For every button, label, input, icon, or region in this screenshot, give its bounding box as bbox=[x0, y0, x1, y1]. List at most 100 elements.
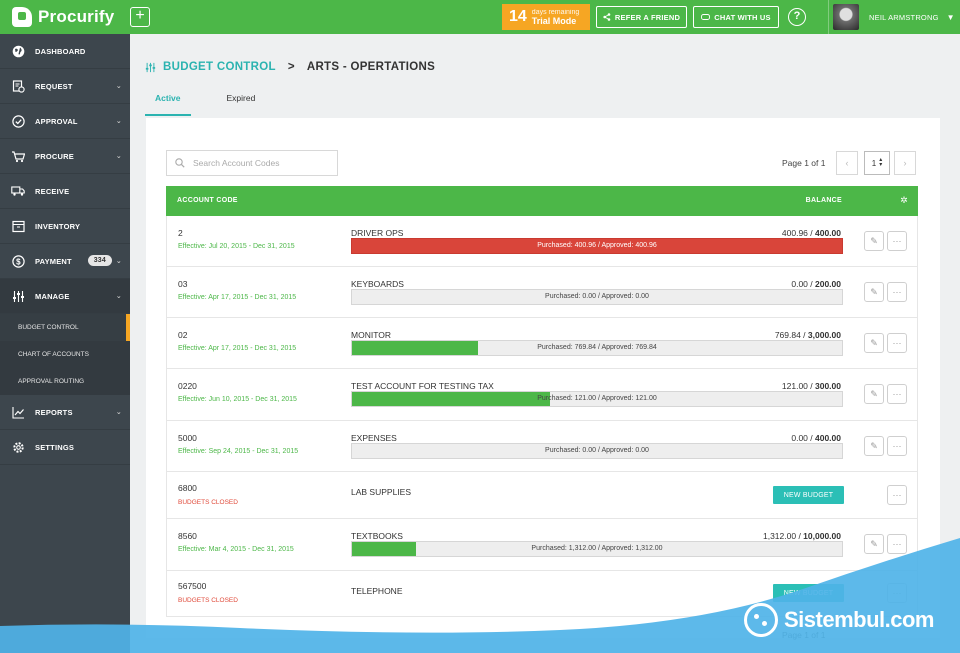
tab-active[interactable]: Active bbox=[145, 89, 191, 116]
balance-separator: / bbox=[807, 433, 815, 443]
edit-button[interactable]: ✎ bbox=[864, 333, 884, 353]
trial-badge[interactable]: 14 days remaining Trial Mode bbox=[502, 4, 590, 30]
chevron-down-icon: ⌄ bbox=[115, 258, 122, 265]
sidebar-item-dashboard[interactable]: DASHBOARD bbox=[0, 34, 130, 69]
budget-progress-text: Purchased: 0.00 / Approved: 0.00 bbox=[545, 293, 649, 300]
edit-button[interactable]: ✎ bbox=[864, 231, 884, 251]
breadcrumb: BUDGET CONTROL > ARTS - OPERTATIONS bbox=[145, 61, 435, 73]
more-button[interactable]: ··· bbox=[887, 384, 907, 404]
gear-icon bbox=[11, 440, 25, 454]
sidebar-item-request[interactable]: REQUEST ⌄ bbox=[0, 69, 130, 104]
more-icon: ··· bbox=[892, 588, 902, 598]
sidebar-item-receive[interactable]: RECEIVE bbox=[0, 174, 130, 209]
updown-icon: ▴ ▾ bbox=[879, 157, 883, 168]
sidebar-item-inventory[interactable]: INVENTORY bbox=[0, 209, 130, 244]
more-button[interactable]: ··· bbox=[887, 333, 907, 353]
new-budget-button[interactable]: NEW BUDGET bbox=[773, 486, 844, 504]
chevron-right-icon: › bbox=[903, 158, 907, 168]
budget-progress-bar: Purchased: 400.96 / Approved: 400.96 bbox=[351, 238, 843, 254]
account-name: TEST ACCOUNT FOR TESTING TAX bbox=[351, 381, 494, 391]
user-menu[interactable]: NEIL ARMSTRONG ▼ bbox=[828, 0, 960, 34]
balance-separator: / bbox=[800, 330, 808, 340]
balance-separator: / bbox=[796, 531, 804, 541]
next-page-button[interactable]: › bbox=[894, 151, 916, 175]
refer-friend-label: REFER A FRIEND bbox=[614, 12, 681, 22]
search-placeholder: Search Account Codes bbox=[193, 158, 280, 168]
sidebar-item-label: REPORTS bbox=[35, 407, 73, 417]
sidebar-item-procure[interactable]: PROCURE ⌄ bbox=[0, 139, 130, 174]
account-code: 03 bbox=[178, 279, 188, 289]
prev-page-button[interactable]: ‹ bbox=[836, 151, 858, 175]
cart-icon bbox=[11, 149, 25, 163]
page-select-value: 1 bbox=[871, 158, 877, 168]
account-name: DRIVER OPS bbox=[351, 228, 404, 238]
pencil-icon: ✎ bbox=[870, 538, 878, 549]
more-button[interactable]: ··· bbox=[887, 485, 907, 505]
brand-logo[interactable]: Procurify bbox=[0, 7, 130, 27]
sidebar-subitem-approval-routing[interactable]: APPROVAL ROUTING bbox=[0, 368, 130, 395]
budget-progress-bar: Purchased: 0.00 / Approved: 0.00 bbox=[351, 289, 843, 305]
sidebar-item-label: REQUEST bbox=[35, 81, 73, 91]
budget-progress-text: Purchased: 1,312.00 / Approved: 1,312.00 bbox=[531, 545, 663, 552]
balance-spent: 0.00 bbox=[791, 433, 808, 443]
procurify-logo-icon bbox=[12, 7, 32, 27]
chevron-down-icon: ⌄ bbox=[115, 83, 122, 90]
balance-amount: 400.96 / 400.00 bbox=[782, 228, 841, 238]
chat-button[interactable]: CHAT WITH US bbox=[693, 6, 779, 28]
edit-button[interactable]: ✎ bbox=[864, 384, 884, 404]
add-button[interactable]: + bbox=[130, 7, 150, 27]
account-name: MONITOR bbox=[351, 330, 391, 340]
account-code: 5000 bbox=[178, 433, 197, 443]
brand-name: Procurify bbox=[38, 7, 115, 26]
table-row: 02 Effective: Apr 17, 2015 - Dec 31, 201… bbox=[166, 318, 918, 369]
table-row: 5000 Effective: Sep 24, 2015 - Dec 31, 2… bbox=[166, 421, 918, 472]
more-button[interactable]: ··· bbox=[887, 583, 907, 603]
tab-expired[interactable]: Expired bbox=[226, 93, 256, 103]
share-icon bbox=[603, 13, 611, 21]
edit-button[interactable]: ✎ bbox=[864, 282, 884, 302]
pencil-icon: ✎ bbox=[870, 440, 878, 451]
sidebar-item-manage[interactable]: MANAGE ⌄ bbox=[0, 279, 130, 314]
search-input[interactable]: Search Account Codes bbox=[166, 150, 338, 176]
gear-icon[interactable]: ✲ bbox=[900, 195, 908, 205]
sidebar-subitem-budget-control[interactable]: BUDGET CONTROL bbox=[0, 314, 130, 341]
sidebar-subitem-chart-of-accounts[interactable]: CHART OF ACCOUNTS bbox=[0, 341, 130, 368]
edit-button[interactable]: ✎ bbox=[864, 534, 884, 554]
refer-friend-button[interactable]: REFER A FRIEND bbox=[596, 6, 687, 28]
balance-spent: 121.00 bbox=[781, 381, 808, 391]
box-icon bbox=[11, 219, 25, 233]
more-icon: ··· bbox=[892, 539, 902, 549]
more-button[interactable]: ··· bbox=[887, 534, 907, 554]
edit-button[interactable]: ✎ bbox=[864, 436, 884, 456]
account-name: EXPENSES bbox=[351, 433, 397, 443]
budget-progress-text: Purchased: 0.00 / Approved: 0.00 bbox=[545, 447, 649, 454]
sidebar-item-settings[interactable]: SETTINGS bbox=[0, 430, 130, 465]
sidebar-item-payment[interactable]: $ PAYMENT 334 ⌄ bbox=[0, 244, 130, 279]
page-select[interactable]: 1 ▴ ▾ bbox=[864, 151, 890, 175]
more-button[interactable]: ··· bbox=[887, 282, 907, 302]
balance-amount: 769.84 / 3,000.00 bbox=[775, 330, 841, 340]
budget-status: BUDGETS CLOSED bbox=[178, 597, 238, 604]
top-bar: Procurify + 14 days remaining Trial Mode… bbox=[0, 0, 960, 34]
table-row: 6800 BUDGETS CLOSED LAB SUPPLIES NEW BUD… bbox=[166, 472, 918, 519]
help-icon[interactable]: ? bbox=[788, 8, 806, 26]
watermark-logo-icon bbox=[744, 603, 778, 637]
sidebar-item-reports[interactable]: REPORTS ⌄ bbox=[0, 395, 130, 430]
sidebar-item-approval[interactable]: APPROVAL ⌄ bbox=[0, 104, 130, 139]
more-button[interactable]: ··· bbox=[887, 436, 907, 456]
budget-progress-fill bbox=[352, 392, 550, 406]
dollar-icon: $ bbox=[11, 254, 25, 268]
breadcrumb-separator: > bbox=[287, 61, 295, 73]
budget-progress-bar: Purchased: 0.00 / Approved: 0.00 bbox=[351, 443, 843, 459]
new-budget-button[interactable]: NEW BUDGET bbox=[773, 584, 844, 602]
more-icon: ··· bbox=[892, 389, 902, 399]
budget-progress-text: Purchased: 400.96 / Approved: 400.96 bbox=[537, 242, 657, 249]
more-button[interactable]: ··· bbox=[887, 231, 907, 251]
payment-count-badge: 334 bbox=[87, 255, 112, 266]
balance-spent: 400.96 bbox=[781, 228, 808, 238]
chat-label: CHAT WITH US bbox=[714, 12, 771, 22]
budget-panel: Search Account Codes Page 1 of 1 ‹ 1 ▴ ▾ ›… bbox=[146, 118, 940, 640]
chevron-down-icon: ⌄ bbox=[115, 409, 122, 416]
sidebar-item-label: INVENTORY bbox=[35, 221, 81, 231]
breadcrumb-budget-control[interactable]: BUDGET CONTROL bbox=[163, 61, 276, 73]
